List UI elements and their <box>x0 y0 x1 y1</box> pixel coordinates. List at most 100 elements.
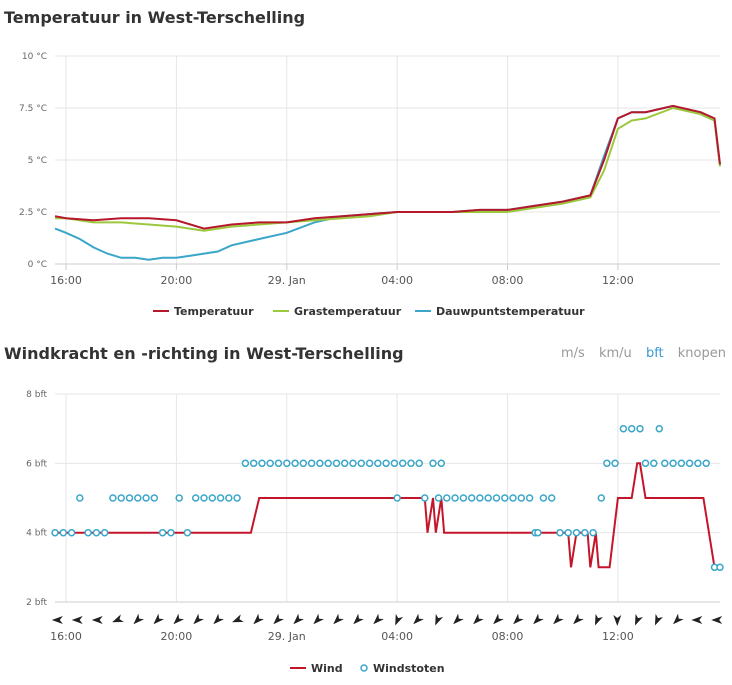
temperature-chart: 0 °C 2.5 °C 5 °C 7.5 °C 10 °C 16:00 20:00 29. J… <box>19 52 721 318</box>
gust-marker <box>109 494 117 502</box>
gust-marker <box>365 459 374 468</box>
arrow-icon <box>232 614 244 623</box>
arrow-icon <box>473 613 484 625</box>
wind-direction-arrow <box>232 614 244 623</box>
legend-label: Grastemperatuur <box>294 305 402 318</box>
wind-direction-arrow <box>634 613 643 626</box>
wind-direction-arrow <box>112 614 124 623</box>
wind-direction-arrow <box>193 613 204 625</box>
gust-marker <box>451 494 459 502</box>
wind-direction-arrow <box>573 613 584 625</box>
gust-marker <box>76 494 84 502</box>
wind-direction-arrow <box>613 615 622 626</box>
gust-marker <box>125 494 134 502</box>
arrow-icon <box>253 613 264 625</box>
gust-marker <box>685 459 694 468</box>
unit-selector: m/s km/u bft knopen <box>551 346 726 361</box>
wind-direction-arrow <box>91 616 103 624</box>
wind-direction-arrow <box>473 613 484 625</box>
unit-kmu[interactable]: km/u <box>598 346 632 361</box>
gust-marker <box>100 528 109 537</box>
x-tick-label: 29. Jan <box>268 274 306 287</box>
x-tick-label: 12:00 <box>602 630 634 643</box>
unit-ms[interactable]: m/s <box>561 346 585 361</box>
gust-marker <box>142 494 150 502</box>
gust-marker <box>316 459 324 468</box>
wind-direction-arrow <box>553 613 564 625</box>
gust-marker <box>556 528 564 537</box>
gust-marker <box>650 459 658 468</box>
gust-marker <box>677 459 686 468</box>
gust-marker <box>158 528 167 537</box>
y-tick-label: 10 °C <box>22 52 47 62</box>
gust-marker <box>611 459 619 468</box>
x-tick-label: 04:00 <box>381 274 413 287</box>
legend-label: Wind <box>311 662 343 675</box>
gust-marker <box>694 459 702 468</box>
gust-marker <box>233 494 241 502</box>
gust-marker <box>655 424 664 433</box>
gust-marker <box>67 528 76 537</box>
gust-marker <box>407 459 415 468</box>
arrow-icon <box>51 616 63 624</box>
gust-marker <box>200 494 208 502</box>
legend-label: Dauwpuntstemperatuur <box>436 305 585 318</box>
legend-label: Windstoten <box>373 662 445 675</box>
gust-marker <box>434 494 443 502</box>
gust-marker <box>467 494 476 502</box>
wind-direction-arrow <box>273 613 284 625</box>
series-line-wind <box>55 462 716 569</box>
gust-marker <box>84 528 92 537</box>
arrow-icon <box>673 613 684 625</box>
arrow-icon <box>533 613 544 625</box>
gust-marker <box>641 459 650 468</box>
gust-marker <box>564 528 572 537</box>
gust-marker <box>332 459 341 468</box>
arrow-icon <box>293 613 304 625</box>
gust-marker <box>183 528 192 537</box>
wind-direction-arrow <box>71 616 83 624</box>
gust-marker <box>134 494 142 502</box>
wind-direction-arrow <box>293 613 304 625</box>
arrow-icon <box>413 613 424 625</box>
arrow-icon <box>193 613 204 625</box>
gust-marker <box>357 459 366 468</box>
gust-marker <box>216 494 225 502</box>
wind-direction-arrow <box>353 613 364 625</box>
x-tick-label: 20:00 <box>161 274 193 287</box>
gust-marker <box>208 494 217 502</box>
gust-marker <box>258 459 266 468</box>
gust-marker <box>619 424 628 433</box>
wind-direction-arrow <box>513 613 524 625</box>
wind-direction-arrow <box>594 613 603 626</box>
unit-bft[interactable]: bft <box>645 346 664 361</box>
wind-direction-arrow <box>711 616 723 624</box>
gust-marker <box>534 528 542 537</box>
wind-direction-arrow <box>133 613 145 625</box>
series-line-dauwpuntstemperatuur <box>54 104 721 261</box>
x-tick-label: 08:00 <box>492 630 524 643</box>
gust-marker <box>92 528 101 537</box>
arrow-icon <box>613 615 622 626</box>
wind-direction-arrow <box>493 613 504 625</box>
arrow-icon <box>453 613 464 625</box>
series-line-temperatuur <box>54 104 721 230</box>
x-tick-label: 16:00 <box>50 274 82 287</box>
gust-marker <box>393 494 401 502</box>
gust-marker <box>307 459 316 468</box>
gust-marker <box>191 494 200 502</box>
gust-marker <box>374 459 382 468</box>
y-tick-label: 0 °C <box>28 260 47 270</box>
gust-marker <box>382 459 390 468</box>
arrow-icon <box>213 613 224 625</box>
unit-knopen[interactable]: knopen <box>677 346 726 361</box>
arrow-icon <box>654 613 663 626</box>
wind-direction-arrow <box>373 613 384 625</box>
x-tick-label: 08:00 <box>492 274 524 287</box>
gust-marker <box>150 494 159 502</box>
arrow-icon <box>133 613 145 625</box>
arrow-icon <box>173 613 185 625</box>
gust-marker <box>59 528 68 537</box>
wind-direction-arrow <box>453 613 464 625</box>
arrow-icon <box>91 616 103 624</box>
